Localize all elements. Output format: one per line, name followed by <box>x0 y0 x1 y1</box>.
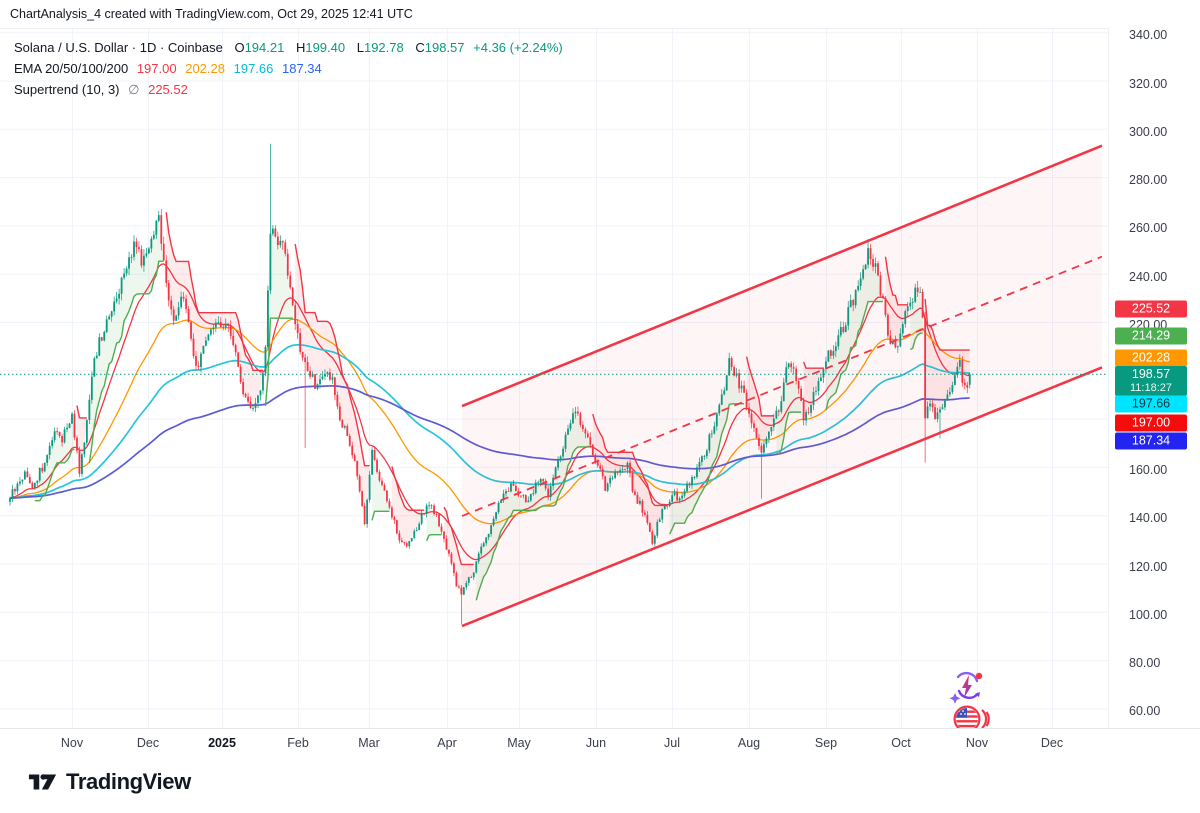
time-tick-label: Mar <box>358 736 380 750</box>
price-tick-label: 140.00 <box>1129 511 1168 526</box>
time-tick-label: Nov <box>965 736 989 750</box>
price-tick-label: 320.00 <box>1129 76 1168 91</box>
time-tick-label: May <box>507 736 531 750</box>
price-badge: 197.66 <box>1115 395 1187 413</box>
close-value: 198.57 <box>424 40 465 55</box>
footer: TradingView <box>0 757 1200 813</box>
price-badge: 187.34 <box>1115 432 1187 450</box>
open-value: 194.21 <box>244 40 285 55</box>
legend-symbol-row[interactable]: Solana / U.S. Dollar · 1D · Coinbase O19… <box>14 37 563 58</box>
price-badge: 198.57 11:18:27 <box>1115 366 1187 396</box>
time-axis[interactable]: Nov Dec 2025 Feb Mar Apr May Jun Jul Aug Sep Oct Nov… <box>0 728 1200 758</box>
close-label: C <box>415 40 425 55</box>
legend-supertrend-row[interactable]: Supertrend (10, 3) ∅ 225.52 <box>14 79 563 100</box>
time-tick-label: Apr <box>437 736 457 750</box>
supertrend-label: Supertrend (10, 3) <box>14 82 120 97</box>
time-tick-label: Dec <box>1040 736 1064 750</box>
price-tick-label: 260.00 <box>1129 221 1168 236</box>
price-tick-label: 240.00 <box>1129 269 1168 284</box>
usd-flag-coin-icon <box>953 705 990 733</box>
hide-indicator-icon[interactable]: ∅ <box>128 82 140 97</box>
price-tick-label: 60.00 <box>1129 704 1161 719</box>
time-tick-label: Oct <box>891 736 911 750</box>
ema20-value: 197.00 <box>136 61 177 76</box>
low-label: L <box>356 40 364 55</box>
tradingview-logo-text: TradingView <box>66 769 191 794</box>
price-tick-label: 340.00 <box>1129 28 1168 43</box>
time-tick-label: Dec <box>136 736 160 750</box>
tradingview-logo-icon <box>28 774 57 790</box>
price-tick-label: 300.00 <box>1129 124 1168 139</box>
time-tick-label: Feb <box>287 736 309 750</box>
ema-label: EMA 20/50/100/200 <box>14 61 129 76</box>
snapshot-title: ChartAnalysis_4 created with TradingView… <box>10 7 413 21</box>
time-tick-label: Sep <box>814 736 838 750</box>
price-tick-label: 160.00 <box>1129 462 1168 477</box>
price-axis[interactable]: 340.00 320.00 300.00 280.00 260.00 240.00 220.… <box>1108 28 1200 728</box>
price-chart-canvas[interactable] <box>0 29 1108 729</box>
low-value: 192.78 <box>363 40 404 55</box>
time-tick-label: Jul <box>664 736 680 750</box>
price-badge: 202.28 <box>1115 349 1187 367</box>
ai-lightning-icon <box>949 671 983 704</box>
high-label: H <box>295 40 306 55</box>
countdown-timer: 11:18:27 <box>1129 382 1172 394</box>
price-tick-label: 120.00 <box>1129 559 1168 574</box>
change-value: +4.36 (+2.24%) <box>473 40 563 55</box>
tradingview-logo[interactable]: TradingView <box>28 769 191 795</box>
ema200-value: 187.34 <box>282 61 322 76</box>
symbol-title: Solana / U.S. Dollar · 1D · Coinbase <box>14 40 223 55</box>
legend-ema-row[interactable]: EMA 20/50/100/200 197.00 202.28 197.66 1… <box>14 58 563 79</box>
price-badge: 214.29 <box>1115 327 1187 345</box>
time-tick-label: Nov <box>60 736 84 750</box>
price-badge: 197.00 <box>1115 414 1187 432</box>
high-value: 199.40 <box>305 40 346 55</box>
ema100-value: 197.66 <box>233 61 274 76</box>
time-tick-label: 2025 <box>208 736 236 750</box>
price-badge: 225.52 <box>1115 300 1187 318</box>
supertrend-value: 225.52 <box>148 82 188 97</box>
snapshot-header: ChartAnalysis_4 created with TradingView… <box>0 0 1200 28</box>
time-tick-label: Aug <box>737 736 761 750</box>
ema50-value: 202.28 <box>185 61 225 76</box>
chart-legend: Solana / U.S. Dollar · 1D · Coinbase O19… <box>14 37 563 100</box>
time-tick-label: Jun <box>585 736 607 750</box>
price-tick-label: 80.00 <box>1129 656 1161 671</box>
open-label: O <box>234 40 245 55</box>
price-tick-label: 100.00 <box>1129 607 1168 622</box>
chart-pane[interactable]: Solana / U.S. Dollar · 1D · Coinbase O19… <box>0 28 1200 733</box>
price-tick-label: 280.00 <box>1129 173 1168 188</box>
